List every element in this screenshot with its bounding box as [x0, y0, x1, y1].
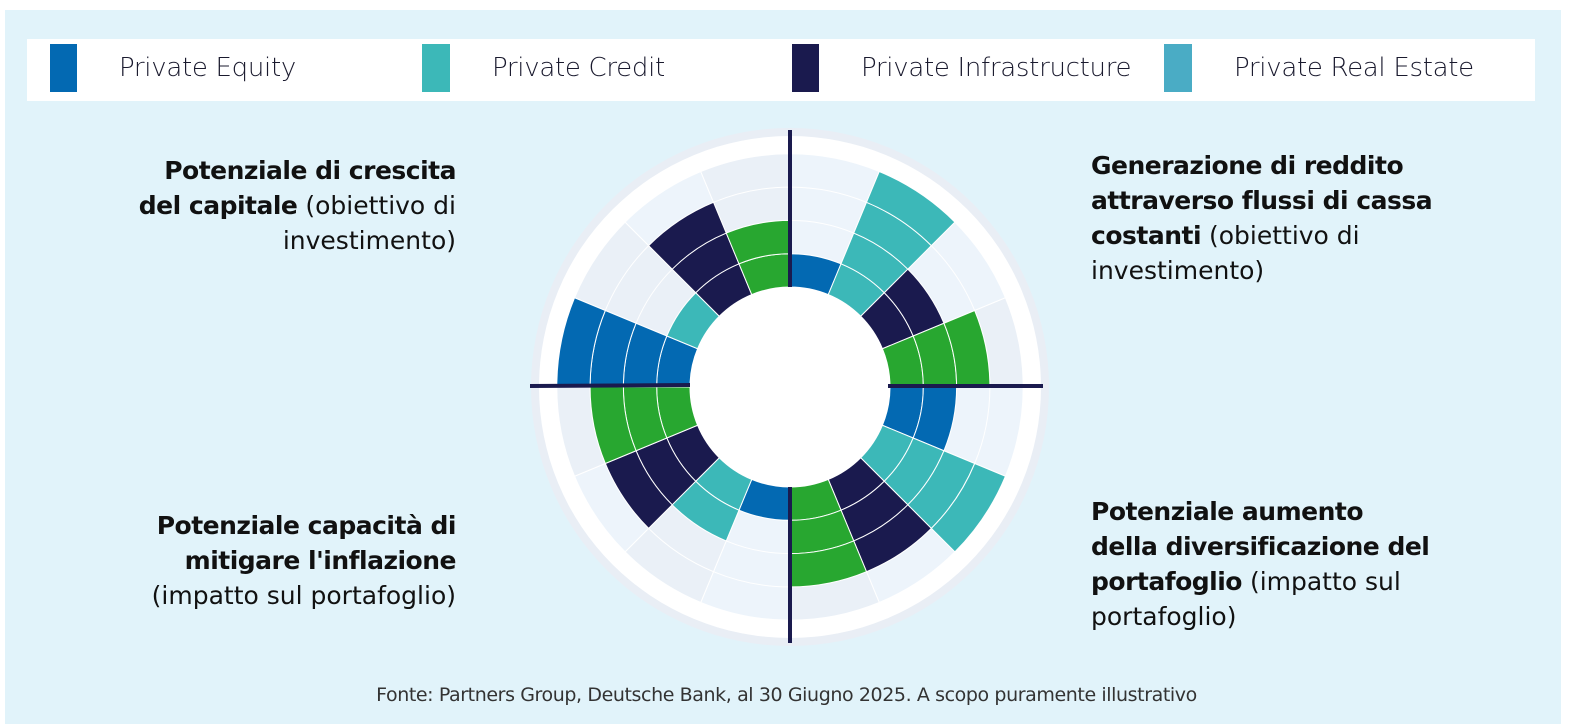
label-normal: (obiettivo di investimento) — [1091, 221, 1360, 285]
bar-segment-private-credit — [865, 170, 956, 247]
source-note: Fonte: Partners Group, Deutsche Bank, al… — [376, 684, 1197, 706]
label-bold: Potenziale di crescita del capitale — [138, 156, 457, 220]
bar-segment-private-equity — [556, 297, 606, 388]
label-bottom-right: Potenziale aumento della diversificazion… — [1091, 494, 1436, 634]
label-bold: Potenziale aumento della diversificazion… — [1091, 497, 1430, 561]
label-bottom-left: Potenziale capacità di mitigare l'inflaz… — [116, 508, 457, 613]
label-bold-2: portafoglio — [1091, 567, 1242, 596]
legend-item-private-credit: Private Credit — [422, 44, 665, 92]
label-top-left: Potenziale di crescita del capitale (obi… — [136, 153, 457, 258]
legend-item-private-equity: Private Equity — [50, 44, 296, 92]
label-bold: Generazione di reddito attraverso flussi… — [1091, 151, 1433, 250]
legend-label: Private Equity — [119, 53, 296, 83]
label-normal: (obiettivo di investimento) — [282, 191, 456, 255]
legend-swatch — [792, 44, 819, 92]
legend-swatch — [422, 44, 450, 92]
legend-label: Private Infrastructure — [861, 53, 1132, 83]
legend-label: Private Credit — [492, 53, 665, 83]
label-normal: (impatto sul portafoglio) — [1091, 567, 1401, 631]
legend-label: Private Real Estate — [1234, 53, 1474, 83]
legend-item-private-infrastructure: Private Infrastructure — [792, 44, 1132, 92]
legend-item-private-real-estate: Private Real Estate — [1164, 44, 1474, 92]
legend-swatch — [50, 44, 77, 92]
label-top-right: Generazione di reddito attraverso flussi… — [1091, 148, 1441, 288]
bar-segment-private-credit — [930, 462, 1007, 553]
label-bold: Potenziale capacità di mitigare l'inflaz… — [156, 511, 457, 575]
center-hole — [690, 287, 890, 487]
divider-left — [529, 383, 691, 388]
label-normal: (impatto sul portafoglio) — [151, 581, 456, 610]
legend: Private Equity Private Credit Private In… — [27, 39, 1535, 101]
legend-swatch — [1164, 44, 1192, 92]
